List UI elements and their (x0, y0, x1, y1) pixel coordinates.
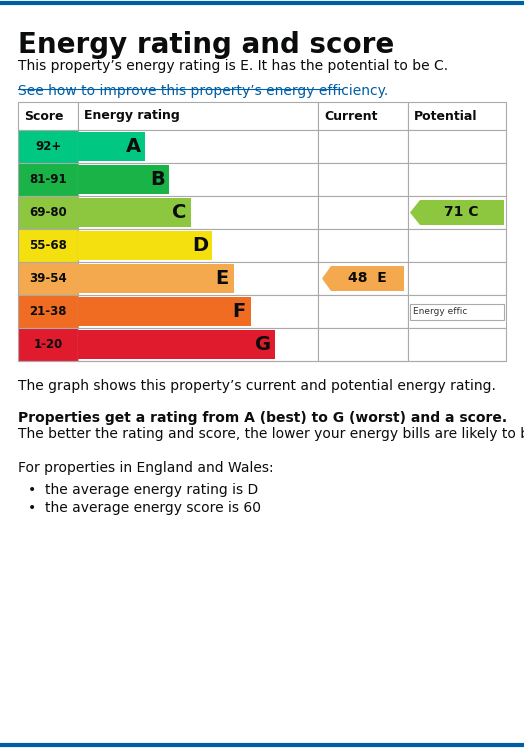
Text: F: F (232, 302, 245, 321)
Text: For properties in England and Wales:: For properties in England and Wales: (18, 461, 274, 475)
Text: 92+: 92+ (35, 140, 61, 153)
Bar (318, 163, 408, 196)
Bar (78, 262, 318, 295)
Bar (78, 102, 318, 130)
Bar (318, 328, 408, 361)
Text: Energy rating and score: Energy rating and score (18, 31, 394, 59)
Bar (318, 262, 408, 295)
Bar (18, 262, 78, 295)
Bar (408, 102, 506, 130)
Text: 55-68: 55-68 (29, 239, 67, 252)
Text: D: D (192, 236, 209, 255)
Bar (18, 102, 78, 130)
Text: Energy effic: Energy effic (413, 307, 467, 316)
Bar (78, 330, 275, 359)
Bar (78, 229, 318, 262)
Text: 39-54: 39-54 (29, 272, 67, 285)
Bar (318, 196, 408, 229)
Bar (18, 328, 78, 361)
Text: G: G (255, 335, 271, 354)
Bar (18, 130, 78, 163)
Text: Score: Score (24, 109, 63, 123)
Text: 81-91: 81-91 (29, 173, 67, 186)
Bar (408, 130, 506, 163)
Bar (408, 163, 506, 196)
Polygon shape (410, 200, 504, 225)
Bar (78, 328, 318, 361)
Text: A: A (126, 137, 141, 156)
Bar (408, 262, 506, 295)
Bar (318, 229, 408, 262)
Text: •  the average energy rating is D: • the average energy rating is D (28, 483, 258, 497)
Bar (408, 328, 506, 361)
Text: Potential: Potential (414, 109, 477, 123)
Text: Properties get a rating from A (best) to G (worst) and a score.: Properties get a rating from A (best) to… (18, 411, 507, 425)
Bar (78, 198, 191, 227)
Bar (318, 102, 408, 130)
Text: 71 C: 71 C (444, 205, 478, 219)
Bar (18, 196, 78, 229)
Bar (318, 130, 408, 163)
Text: B: B (150, 170, 165, 189)
Bar (408, 295, 506, 328)
Bar (78, 295, 318, 328)
Text: 1-20: 1-20 (34, 338, 63, 351)
Bar (78, 196, 318, 229)
Text: The better the rating and score, the lower your energy bills are likely to be.: The better the rating and score, the low… (18, 427, 524, 441)
Text: Current: Current (324, 109, 377, 123)
Text: 48  E: 48 E (347, 271, 386, 285)
Bar (78, 264, 234, 293)
Bar (78, 130, 318, 163)
Bar (78, 231, 212, 260)
Text: •  the average energy score is 60: • the average energy score is 60 (28, 501, 261, 515)
Text: Energy rating: Energy rating (84, 109, 180, 123)
Text: See how to improve this property’s energy efficiency.: See how to improve this property’s energ… (18, 84, 388, 98)
Bar (78, 163, 318, 196)
Text: This property’s energy rating is E. It has the potential to be C.: This property’s energy rating is E. It h… (18, 59, 448, 73)
Text: C: C (172, 203, 186, 222)
Text: 21-38: 21-38 (29, 305, 67, 318)
Bar (18, 295, 78, 328)
Bar (18, 163, 78, 196)
Bar (410, 303, 504, 320)
Bar (78, 297, 251, 326)
Bar (78, 132, 145, 161)
Bar (408, 196, 506, 229)
Bar (408, 229, 506, 262)
Text: 69-80: 69-80 (29, 206, 67, 219)
Bar (78, 165, 169, 194)
Polygon shape (322, 266, 404, 291)
Bar (318, 295, 408, 328)
Text: The graph shows this property’s current and potential energy rating.: The graph shows this property’s current … (18, 379, 496, 393)
Bar (18, 229, 78, 262)
Text: E: E (215, 269, 228, 288)
